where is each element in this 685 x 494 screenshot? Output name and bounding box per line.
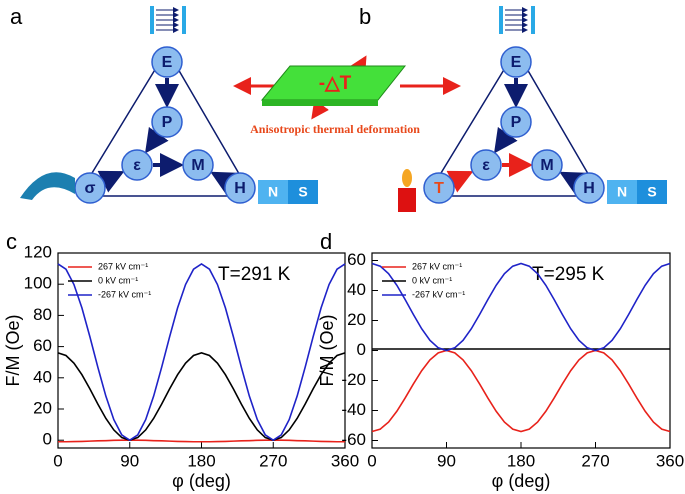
triangle bbox=[425, 48, 603, 197]
node bbox=[423, 172, 455, 204]
node-label: M bbox=[191, 157, 204, 174]
x-tick-label: 90 bbox=[120, 451, 139, 470]
legend-label: -267 kV cm⁻¹ bbox=[98, 289, 151, 299]
node-label: P bbox=[511, 114, 522, 131]
center-caption: Anisotropic thermal deformation bbox=[250, 122, 420, 136]
magnet-label: S bbox=[298, 184, 307, 200]
legend-label: 0 kV cm⁻¹ bbox=[98, 275, 138, 285]
node bbox=[500, 46, 532, 78]
y-tick-label: 40 bbox=[347, 280, 366, 299]
flame bbox=[402, 169, 412, 187]
x-tick-label: 0 bbox=[53, 451, 62, 470]
legend-label: 267 kV cm⁻¹ bbox=[412, 261, 462, 271]
x-tick-label: 270 bbox=[259, 451, 287, 470]
node-label: H bbox=[583, 180, 595, 197]
candle bbox=[398, 188, 416, 212]
y-tick-label: 20 bbox=[33, 398, 52, 417]
node bbox=[182, 149, 214, 181]
node-label: ε bbox=[133, 157, 141, 174]
panel-letter: a bbox=[10, 4, 23, 29]
node bbox=[500, 106, 532, 138]
x-tick-label: 180 bbox=[187, 451, 215, 470]
panel-letter: c bbox=[6, 229, 17, 254]
series-line bbox=[371, 349, 671, 433]
y-tick-label: 0 bbox=[357, 340, 366, 359]
field-plate bbox=[531, 6, 535, 34]
y-tick-label: 120 bbox=[24, 242, 52, 261]
center-illustration: -△T Anisotropic thermal deformation bbox=[233, 55, 461, 136]
magnet-s bbox=[637, 180, 667, 204]
node-label: P bbox=[162, 114, 173, 131]
series-line bbox=[58, 439, 345, 443]
y-tick-label: -40 bbox=[341, 400, 366, 419]
node-label: M bbox=[540, 157, 553, 174]
field-plate bbox=[499, 6, 503, 34]
field-plate bbox=[182, 6, 186, 34]
panel-letter: d bbox=[320, 229, 332, 254]
y-tick-label: 80 bbox=[33, 305, 52, 324]
arrow bbox=[494, 126, 518, 154]
legend-label: 267 kV cm⁻¹ bbox=[98, 261, 148, 271]
annotation: T=295 K bbox=[532, 264, 605, 285]
x-tick-label: 90 bbox=[437, 451, 456, 470]
y-tick-label: 100 bbox=[24, 274, 52, 293]
series-line bbox=[371, 262, 671, 352]
x-axis-label: φ (deg) bbox=[492, 471, 551, 491]
stress-icon bbox=[20, 172, 75, 200]
center-label: -△T bbox=[319, 73, 352, 94]
y-axis-label: F/M (Oe) bbox=[317, 315, 337, 387]
field-plate bbox=[150, 6, 154, 34]
y-tick-label: 60 bbox=[33, 336, 52, 355]
node-label: E bbox=[162, 54, 173, 71]
y-tick-label: -60 bbox=[341, 430, 366, 449]
node-label: ε bbox=[482, 157, 490, 174]
magnet-label: S bbox=[647, 184, 656, 200]
magnet-n bbox=[607, 180, 637, 204]
annotation: T=291 K bbox=[218, 264, 291, 285]
x-axis-label: φ (deg) bbox=[172, 471, 231, 491]
magnet-s bbox=[288, 180, 318, 204]
arrow bbox=[446, 170, 474, 193]
x-tick-label: 360 bbox=[656, 451, 684, 470]
y-tick-label: 20 bbox=[347, 310, 366, 329]
panel-letter: b bbox=[359, 4, 371, 29]
node-label: σ bbox=[85, 180, 96, 197]
node bbox=[224, 172, 256, 204]
node bbox=[121, 149, 153, 181]
arrow bbox=[145, 126, 169, 154]
node bbox=[151, 106, 183, 138]
node bbox=[573, 172, 605, 204]
x-tick-label: 0 bbox=[367, 451, 376, 470]
magnet-label: N bbox=[617, 184, 627, 200]
arrow bbox=[210, 171, 238, 194]
node bbox=[531, 149, 563, 181]
legend-label: -267 kV cm⁻¹ bbox=[412, 289, 465, 299]
x-tick-label: 270 bbox=[581, 451, 609, 470]
y-tick-label: -20 bbox=[341, 370, 366, 389]
arrow bbox=[97, 170, 125, 193]
arrow bbox=[559, 171, 587, 194]
triangle bbox=[76, 48, 254, 197]
node-label: T bbox=[434, 180, 444, 197]
series-line bbox=[57, 262, 346, 442]
node-label: E bbox=[511, 54, 522, 71]
x-tick-label: 180 bbox=[507, 451, 535, 470]
node-label: H bbox=[234, 180, 246, 197]
y-axis-label: F/M (Oe) bbox=[3, 315, 23, 387]
magnet-label: N bbox=[268, 184, 278, 200]
x-tick-label: 360 bbox=[331, 451, 359, 470]
legend-label: 0 kV cm⁻¹ bbox=[412, 275, 452, 285]
node bbox=[151, 46, 183, 78]
y-tick-label: 0 bbox=[43, 430, 52, 449]
y-tick-label: 60 bbox=[347, 250, 366, 269]
y-tick-label: 40 bbox=[33, 367, 52, 386]
magnet-n bbox=[258, 180, 288, 204]
series-line bbox=[57, 351, 346, 442]
node bbox=[470, 149, 502, 181]
